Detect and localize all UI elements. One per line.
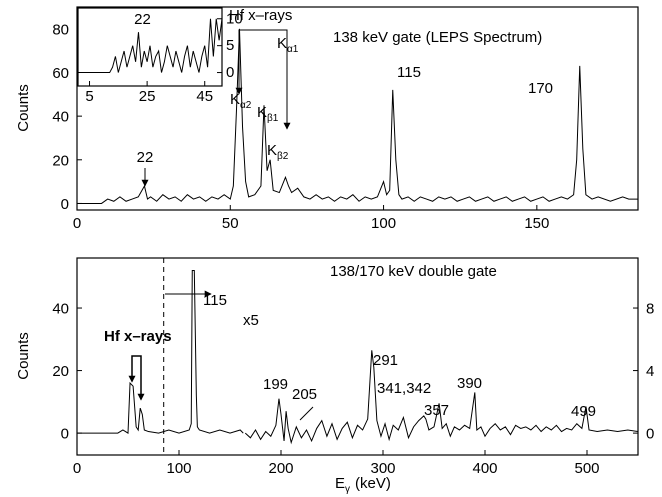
spectrum-line <box>78 18 223 74</box>
leader-line <box>299 406 314 421</box>
y2-tick-label: 0 <box>646 426 654 443</box>
y-tick-label: 10 <box>226 10 243 27</box>
annotation: 138/170 keV double gate <box>330 263 497 280</box>
plot-frame <box>76 6 639 211</box>
x-tick-label: 300 <box>370 460 395 477</box>
plot-background <box>77 258 638 455</box>
annotation-main: K <box>230 91 240 108</box>
x-tick-label: 0 <box>73 215 81 232</box>
annotation: 341,342 <box>377 380 431 397</box>
y-tick-label: 0 <box>61 196 69 213</box>
annotation-main: K <box>257 104 267 121</box>
x-tick-label: 0 <box>73 460 81 477</box>
x-axis-title-unit: (keV) <box>355 475 391 492</box>
annotation: Hf x–rays <box>104 328 172 345</box>
plot-frame <box>77 7 223 87</box>
annotation: Kβ1 <box>257 104 279 124</box>
annotation-main: K <box>267 142 277 159</box>
annotation: 115 <box>203 292 227 309</box>
x-tick-label: 50 <box>222 215 239 232</box>
annotation: 499 <box>571 403 596 420</box>
y2-tick-label: 4 <box>646 363 654 380</box>
x-tick-label: 500 <box>574 460 599 477</box>
annotation: 205 <box>292 386 317 403</box>
x-tick-label: 5 <box>85 88 93 105</box>
plot-frame <box>76 257 639 456</box>
annotation: Kα2 <box>230 91 252 111</box>
annotation-sub: α2 <box>240 100 252 111</box>
y-tick-label: 0 <box>61 426 69 443</box>
y-tick-label: 40 <box>52 301 69 318</box>
y-tick-label: 20 <box>52 152 69 169</box>
spectrum-line <box>77 270 244 434</box>
x-tick-label: 25 <box>139 88 156 105</box>
y-tick-label: 0 <box>226 64 234 81</box>
annotation: Hf x–rays <box>229 7 292 24</box>
spectrum-line <box>77 28 638 204</box>
annotation: 390 <box>457 375 482 392</box>
annotations: 138 keV gate (LEPS Spectrum) Hf x–rays K… <box>15 7 596 495</box>
annotation: 170 <box>528 80 553 97</box>
annotation: 357 <box>424 402 449 419</box>
annotation: 115 <box>397 64 421 81</box>
x-tick-label: 200 <box>268 460 293 477</box>
x-tick-label: 100 <box>166 460 191 477</box>
x-axis-title-main: E <box>335 475 345 492</box>
x-tick-label: 150 <box>524 215 549 232</box>
annotation: 22 <box>137 149 154 166</box>
annotation: x5 <box>243 312 259 329</box>
x-axis-title: Eγ (keV) <box>335 475 391 495</box>
x-tick-label: 400 <box>472 460 497 477</box>
y-tick-label: 80 <box>52 21 69 38</box>
y-tick-label: 5 <box>226 37 234 54</box>
annotation: 138 keV gate (LEPS Spectrum) <box>333 29 542 46</box>
annotation: Kβ2 <box>267 142 289 162</box>
y2-tick-label: 8 <box>646 301 654 318</box>
annotation: Kα1 <box>277 35 299 55</box>
annotation-main: K <box>277 35 287 52</box>
annotation-sub: α1 <box>287 44 299 55</box>
y-tick-label: 60 <box>52 65 69 82</box>
y-tick-label: 20 <box>52 363 69 380</box>
y-axis-title: Counts <box>15 84 32 132</box>
y-tick-label: 40 <box>52 109 69 126</box>
annotation-sub: β2 <box>277 151 289 162</box>
annotation: 22 <box>134 11 151 28</box>
x-tick-label: 100 <box>371 215 396 232</box>
annotation: 291 <box>373 352 398 369</box>
annotation-sub: β1 <box>267 113 279 124</box>
annotation: 199 <box>263 376 288 393</box>
x-tick-label: 45 <box>196 88 213 105</box>
x-axis-title-sub: γ <box>345 484 350 495</box>
spectrum-line <box>244 350 639 445</box>
y-axis-title: Counts <box>15 332 32 380</box>
